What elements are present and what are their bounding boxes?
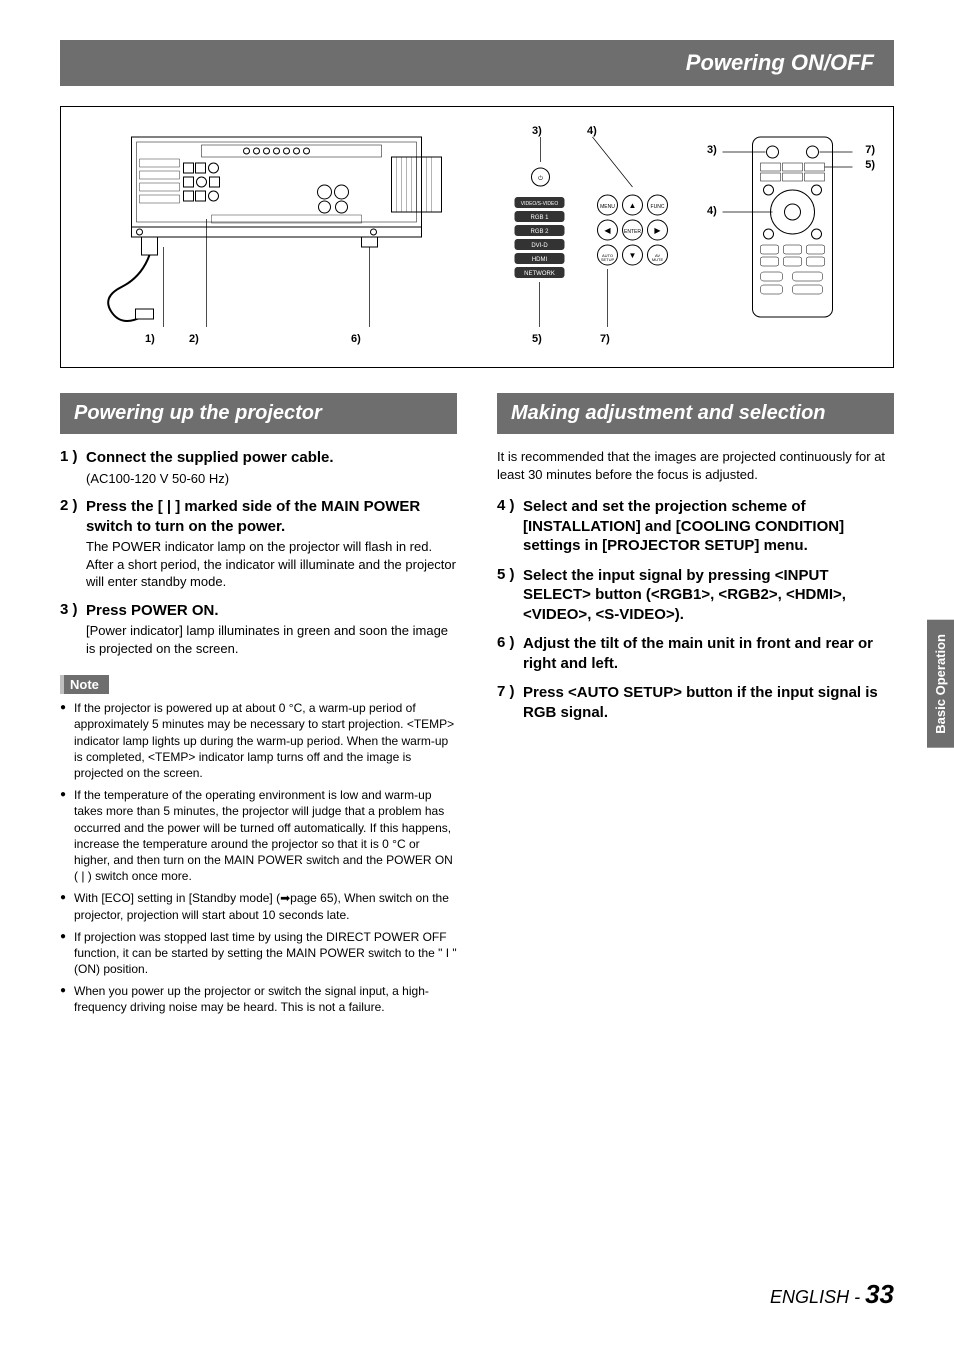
callout-5: 5) — [532, 333, 542, 345]
callout-2: 2) — [189, 333, 199, 345]
diagram-box: 1) 2) 6) ⏻ VIDEO/S-VIDEO RGB 1 RGB 2 DVI… — [60, 106, 894, 368]
step-num: 1 ) — [60, 448, 86, 487]
note-item: If the temperature of the operating envi… — [60, 787, 457, 884]
projector-diagram: 1) 2) 6) — [81, 127, 462, 347]
step-title: Connect the supplied power cable. — [86, 448, 457, 468]
svg-text:MUTE: MUTE — [652, 257, 664, 262]
page: Powering ON/OFF — [0, 0, 954, 1350]
page-title: Powering ON/OFF — [686, 50, 874, 75]
step-num: 2 ) — [60, 497, 86, 591]
callout-3a: 3) — [532, 125, 542, 137]
svg-text:ENTER: ENTER — [624, 229, 641, 235]
svg-text:▲: ▲ — [629, 201, 637, 210]
section-title-left: Powering up the projector — [60, 393, 457, 434]
page-header-bar: Powering ON/OFF — [60, 40, 894, 86]
projector-svg — [81, 127, 462, 347]
step-num: 7 ) — [497, 683, 523, 722]
intro-text: It is recommended that the images are pr… — [497, 448, 894, 483]
svg-text:SETUP: SETUP — [601, 257, 615, 262]
callout-7a: 7) — [600, 333, 610, 345]
step-sub: (AC100-120 V 50-60 Hz) — [86, 470, 457, 488]
step-title: Press the [ | ] marked side of the MAIN … — [86, 497, 457, 536]
side-tab: Basic Operation — [927, 620, 954, 748]
page-footer: ENGLISH - 33 — [770, 1279, 894, 1310]
right-column: Making adjustment and selection It is re… — [497, 393, 894, 1022]
step-5: 5 ) Select the input signal by pressing … — [497, 566, 894, 625]
step-title: Press POWER ON. — [86, 601, 457, 621]
svg-text:VIDEO/S-VIDEO: VIDEO/S-VIDEO — [521, 201, 559, 207]
callout-4a: 4) — [587, 125, 597, 137]
svg-text:◀: ◀ — [604, 226, 611, 235]
step-num: 5 ) — [497, 566, 523, 625]
callout-3b: 3) — [707, 144, 717, 156]
svg-text:▶: ▶ — [654, 226, 661, 235]
step-title: Adjust the tilt of the main unit in fron… — [523, 634, 894, 673]
remote-svg: ⏻ VIDEO/S-VIDEO RGB 1 RGB 2 DVI-D HDMI N… — [492, 127, 873, 347]
callout-1: 1) — [145, 333, 155, 345]
step-sub: The POWER indicator lamp on the projecto… — [86, 538, 457, 591]
callout-6: 6) — [351, 333, 361, 345]
callout-7b: 7) — [865, 144, 875, 156]
step-sub: [Power indicator] lamp illuminates in gr… — [86, 622, 457, 657]
step-3: 3 ) Press POWER ON. [Power indicator] la… — [60, 601, 457, 658]
svg-text:⏻: ⏻ — [538, 175, 543, 182]
footer-lang: ENGLISH - — [770, 1287, 865, 1307]
note-label: Note — [60, 675, 109, 694]
svg-text:HDMI: HDMI — [532, 257, 548, 263]
step-title: Select and set the projection scheme of … — [523, 497, 894, 556]
note-item: When you power up the projector or switc… — [60, 983, 457, 1015]
note-item: If projection was stopped last time by u… — [60, 929, 457, 978]
note-item: With [ECO] setting in [Standby mode] (➡p… — [60, 890, 457, 922]
left-column: Powering up the projector 1 ) Connect th… — [60, 393, 457, 1022]
step-title: Press <AUTO SETUP> button if the input s… — [523, 683, 894, 722]
step-7: 7 ) Press <AUTO SETUP> button if the inp… — [497, 683, 894, 722]
svg-text:MENU: MENU — [600, 204, 615, 210]
svg-text:NETWORK: NETWORK — [524, 271, 555, 277]
step-num: 4 ) — [497, 497, 523, 556]
step-4: 4 ) Select and set the projection scheme… — [497, 497, 894, 556]
svg-text:DVI-D: DVI-D — [531, 243, 548, 249]
callout-5b: 5) — [865, 159, 875, 171]
section-title-right: Making adjustment and selection — [497, 393, 894, 434]
note-list: If the projector is powered up at about … — [60, 700, 457, 1015]
remote-diagram: ⏻ VIDEO/S-VIDEO RGB 1 RGB 2 DVI-D HDMI N… — [492, 127, 873, 347]
step-6: 6 ) Adjust the tilt of the main unit in … — [497, 634, 894, 673]
svg-text:▼: ▼ — [629, 251, 637, 260]
svg-text:RGB 2: RGB 2 — [530, 229, 549, 235]
note-item: If the projector is powered up at about … — [60, 700, 457, 781]
step-title: Select the input signal by pressing <INP… — [523, 566, 894, 625]
step-1: 1 ) Connect the supplied power cable. (A… — [60, 448, 457, 487]
footer-page: 33 — [865, 1279, 894, 1309]
svg-text:FUNC: FUNC — [651, 204, 665, 210]
step-2: 2 ) Press the [ | ] marked side of the M… — [60, 497, 457, 591]
content-columns: Powering up the projector 1 ) Connect th… — [60, 393, 894, 1022]
step-num: 3 ) — [60, 601, 86, 658]
svg-text:RGB 1: RGB 1 — [530, 215, 549, 221]
callout-4b: 4) — [707, 205, 717, 217]
step-num: 6 ) — [497, 634, 523, 673]
